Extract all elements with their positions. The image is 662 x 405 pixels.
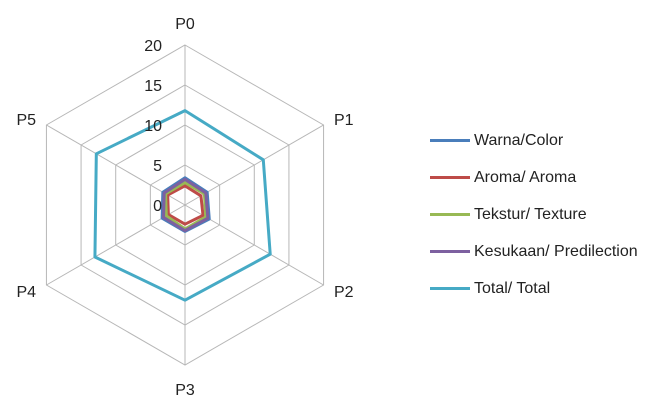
legend-swatch [430,213,470,216]
tick-label: 10 [144,118,162,135]
legend: Warna/Color Aroma/ Aroma Tekstur/ Texture K… [430,122,638,307]
tick-label: 0 [153,198,162,215]
legend-item-3: Kesukaan/ Predilection [430,233,638,270]
series-line-4 [93,109,272,302]
tick-label: 15 [144,78,162,95]
series-line-1 [166,184,205,226]
legend-swatch [430,250,470,253]
legend-item-0: Warna/Color [430,122,638,159]
legend-item-2: Tekstur/ Texture [430,196,638,233]
radar-series [93,109,272,302]
category-label-p3: P3 [175,382,195,399]
legend-item-1: Aroma/ Aroma [430,159,638,196]
category-labels: P0 P1 P2 P3 P4 P5 [16,16,353,399]
category-label-p0: P0 [175,16,195,33]
series-line-3 [162,177,210,233]
legend-label: Total/ Total [474,279,551,297]
category-label-p5: P5 [16,112,36,129]
radial-tick-labels: 0 5 10 15 20 [144,38,162,215]
tick-label: 20 [144,38,162,55]
legend-swatch [430,287,470,290]
legend-item-4: Total/ Total [430,270,638,307]
legend-swatch [430,176,470,179]
legend-label: Aroma/ Aroma [474,168,577,186]
radar-grid [45,44,325,366]
category-label-p2: P2 [334,284,354,301]
tick-label: 5 [153,158,162,175]
legend-label: Tekstur/ Texture [474,205,587,223]
legend-label: Kesukaan/ Predilection [474,242,638,260]
category-label-p1: P1 [334,112,354,129]
legend-label: Warna/Color [474,131,564,149]
legend-swatch [430,139,470,142]
category-label-p4: P4 [16,284,36,301]
